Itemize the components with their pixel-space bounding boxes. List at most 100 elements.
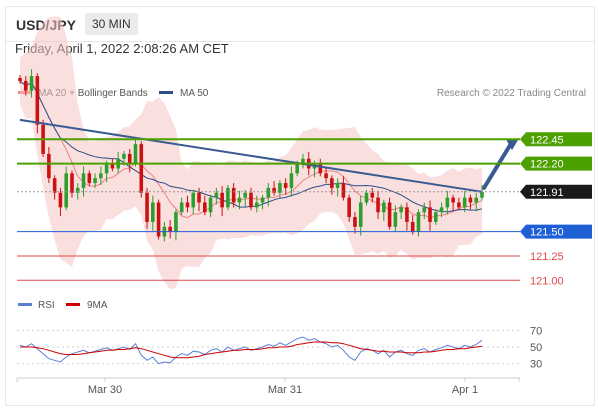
candle-body: [405, 207, 409, 222]
candle-body: [434, 212, 438, 222]
candle-body: [47, 153, 51, 179]
candle-body: [18, 78, 22, 81]
candle-body: [410, 221, 415, 232]
candle-body: [295, 163, 299, 174]
level-tag-support: [520, 224, 592, 239]
candle-body: [52, 178, 57, 193]
candle-body: [474, 197, 479, 203]
candle-body: [156, 202, 161, 237]
candle-body: [249, 192, 253, 208]
x-label-mar30: Mar 30: [88, 384, 122, 396]
candle-body: [330, 178, 334, 188]
candle-body: [70, 173, 74, 193]
candle-body: [283, 183, 288, 188]
candle-body: [457, 202, 461, 208]
candle-body: [301, 158, 305, 164]
level-tag-resistance: [520, 156, 592, 171]
ma9-line: [20, 341, 483, 359]
candle-body: [324, 173, 328, 179]
candle-body: [139, 144, 144, 193]
candle-body: [197, 192, 201, 203]
candle-body: [237, 197, 242, 203]
candle-body: [231, 187, 236, 203]
ma50-legend-swatch: [159, 91, 173, 94]
projection-arrow: [482, 143, 512, 190]
candle-body: [23, 80, 28, 91]
candle-body: [318, 163, 323, 174]
x-label-mar31: Mar 31: [268, 384, 302, 396]
candle-body: [87, 173, 92, 184]
trend-line: [19, 118, 483, 193]
candle-body: [445, 197, 450, 208]
candle-body: [220, 192, 224, 208]
candle-body: [81, 173, 86, 188]
rsi-tick-label: 30: [530, 359, 542, 371]
candle-body: [358, 202, 363, 227]
candle-body: [99, 173, 103, 179]
candle-body: [260, 197, 265, 203]
candle-body: [347, 197, 351, 218]
rsi-line: [19, 336, 483, 365]
timeframe-button[interactable]: 30 MIN: [85, 13, 138, 35]
candle-body: [127, 153, 132, 164]
ma9-legend-label: 9MA: [87, 300, 108, 311]
candle-body: [185, 202, 190, 208]
ma50-legend-label: MA 50: [180, 88, 209, 99]
candle-body: [110, 163, 115, 169]
candle-body: [122, 153, 126, 159]
candle-body: [480, 191, 484, 198]
candle-body: [93, 178, 97, 184]
rsi-tick-label: 70: [530, 325, 542, 337]
candle-body: [179, 202, 184, 213]
candle-body: [226, 187, 230, 208]
candle-body: [353, 217, 357, 227]
level-label-resistance: 122.45: [530, 134, 564, 146]
candle-body: [335, 183, 340, 188]
level-label-target_support: 121.00: [530, 275, 564, 287]
candle-body: [29, 76, 34, 91]
candle-body: [387, 202, 392, 227]
candle-body: [422, 207, 427, 213]
candle-body: [370, 192, 375, 198]
candle-body: [168, 226, 172, 232]
candle-body: [399, 207, 403, 213]
level-tag-current: [520, 184, 592, 199]
candle-body: [254, 202, 259, 208]
level-label-target_support: 121.25: [530, 251, 564, 263]
candle-body: [214, 192, 219, 198]
level-label-support: 121.50: [530, 227, 564, 239]
candle-body: [58, 192, 63, 208]
projection-arrow-head: [506, 138, 519, 151]
candle-body: [289, 173, 294, 188]
candle-body: [341, 183, 346, 198]
candle-body: [191, 192, 196, 208]
candle-body: [439, 207, 444, 213]
rsi-tick-label: 50: [530, 342, 542, 354]
bollinger-band: [20, 16, 482, 290]
candle-body: [64, 173, 68, 208]
candle-body: [364, 192, 369, 203]
ma20-legend-label: MA 20 + Bollinger Bands: [38, 88, 148, 99]
candle-body: [104, 163, 109, 174]
candle-body: [243, 192, 248, 198]
candle-body: [382, 202, 386, 213]
candle-body: [393, 212, 398, 227]
candle-body: [35, 76, 40, 125]
level-label-current: 121.91: [530, 187, 564, 199]
candle-body: [266, 187, 271, 198]
candle-body: [376, 197, 380, 213]
level-tag-resistance: [520, 132, 592, 147]
candle-body: [133, 144, 138, 164]
candle-body: [208, 197, 213, 213]
candle-body: [416, 212, 421, 232]
candle-body: [451, 197, 455, 203]
candle-body: [272, 187, 276, 193]
candle-body: [145, 192, 149, 222]
ma9-legend-swatch: [66, 303, 80, 306]
candle-body: [174, 212, 178, 232]
rsi-legend-swatch: [18, 303, 32, 306]
candle-body: [278, 183, 282, 193]
rsi-legend-label: RSI: [38, 300, 55, 311]
credit-label: Research © 2022 Trading Central: [437, 88, 586, 99]
